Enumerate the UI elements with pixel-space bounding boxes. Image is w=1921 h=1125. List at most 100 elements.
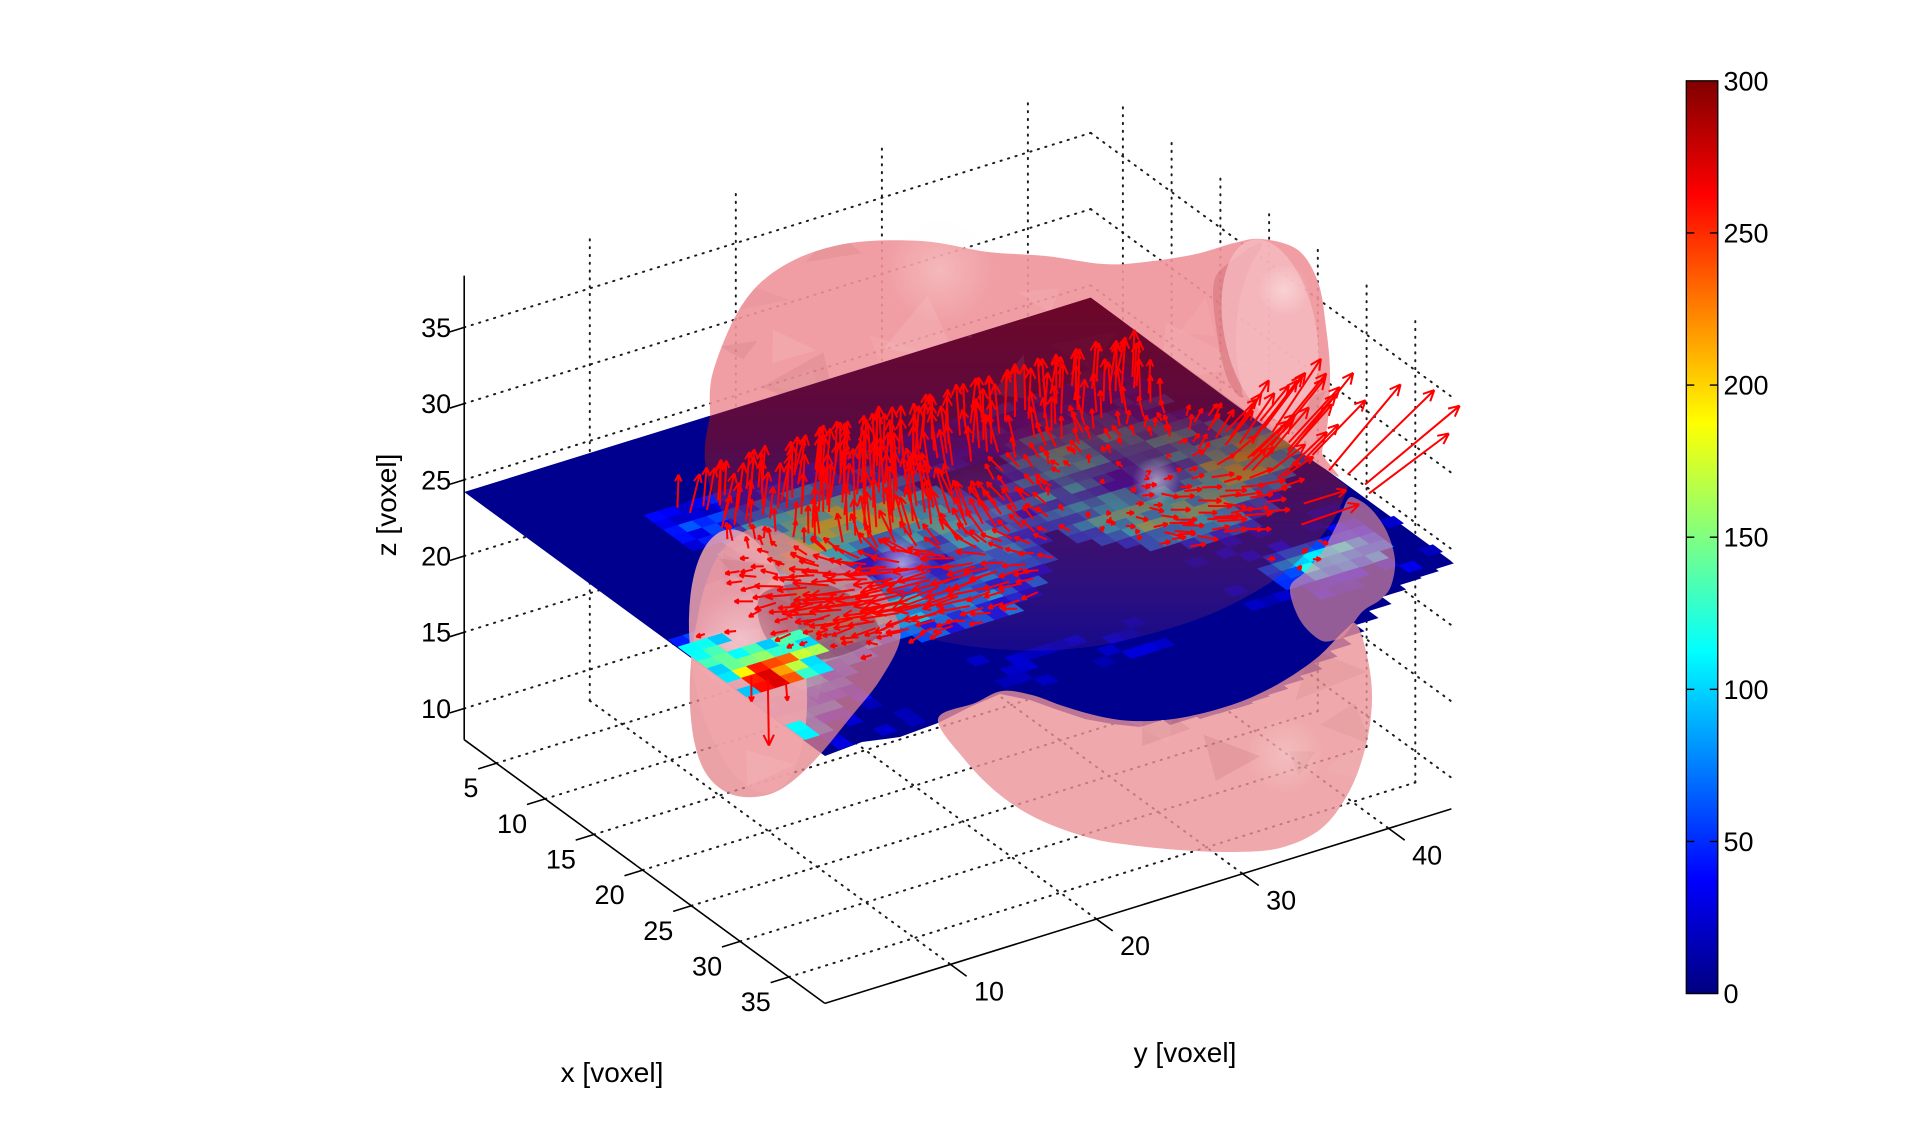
quiver-arrow: [1200, 441, 1211, 456]
quiver-arrow: [963, 425, 973, 462]
x-tick-label: 15: [546, 845, 576, 875]
quiver-arrow: [876, 603, 921, 617]
quiver-arrow: [1098, 478, 1106, 484]
quiver-arrow: [1085, 511, 1092, 519]
quiver-arrow: [1100, 445, 1107, 453]
quiver-arrow: [798, 640, 808, 647]
x-axis-label: x [voxel]: [561, 1057, 664, 1088]
quiver-arrow: [1159, 539, 1172, 546]
quiver-arrow: [854, 564, 887, 573]
quiver-arrow: [800, 527, 808, 543]
quiver-arrow: [1165, 424, 1173, 437]
quiver-arrow: [1267, 555, 1276, 562]
quiver-arrow: [788, 573, 815, 580]
colorbar-tick-label: 50: [1724, 827, 1754, 857]
quiver-arrow: [953, 496, 968, 526]
quiver-arrow: [857, 531, 878, 552]
quiver-arrow: [813, 505, 821, 534]
quiver-arrow: [885, 578, 931, 594]
quiver-arrow: [1050, 466, 1061, 473]
x-tick-label: 20: [595, 880, 625, 910]
quiver-arrow: [1001, 605, 1018, 612]
quiver-arrow: [706, 467, 719, 511]
quiver-arrow: [1096, 389, 1105, 419]
z-axis-label: z [voxel]: [371, 454, 402, 557]
quiver-arrow: [1153, 521, 1169, 529]
quiver-arrow: [1149, 506, 1165, 514]
isosurface-facet: [1178, 296, 1215, 336]
quiver-arrow: [914, 619, 936, 628]
quiver-arrow: [985, 414, 1000, 453]
quiver-arrow: [754, 582, 781, 590]
quiver-arrow: [984, 463, 995, 480]
quiver-arrow: [726, 523, 734, 542]
quiver-arrow: [1251, 445, 1275, 472]
quiver-arrow: [982, 488, 1002, 515]
quiver-arrow: [1266, 496, 1287, 504]
quiver-arrow: [1301, 502, 1360, 526]
quiver-arrow: [1176, 467, 1183, 474]
quiver-arrow: [1184, 486, 1203, 493]
quiver-arrow: [1136, 395, 1145, 417]
isosurface-facet: [1295, 648, 1367, 701]
quiver-arrow: [1153, 501, 1163, 509]
colorbar-tick-label: 200: [1724, 371, 1769, 401]
quiver-arrow: [726, 579, 743, 586]
slice-cell: [1417, 544, 1444, 557]
quiver-arrow: [770, 629, 789, 637]
quiver-arrow: [968, 570, 998, 582]
quiver-arrow: [732, 482, 744, 525]
isosurface-facet: [1203, 734, 1261, 781]
quiver-arrow: [976, 497, 997, 527]
quiver-arrow: [1022, 505, 1034, 520]
quiver-arrow: [929, 572, 969, 588]
quiver-arrow: [1238, 392, 1276, 445]
quiver-arrow: [1136, 534, 1143, 541]
quiver-arrow: [1032, 532, 1048, 541]
quiver-arrow: [868, 444, 881, 508]
quiver-arrow: [898, 520, 918, 547]
quiver-arrow: [1106, 509, 1112, 517]
quiver-arrow: [1134, 358, 1144, 398]
quiver-arrow: [1303, 487, 1348, 505]
slice-cell: [857, 697, 884, 711]
x-tick-mark: [721, 940, 741, 948]
quiver-arrow: [1035, 506, 1049, 518]
slice-cell: [809, 662, 835, 675]
isosurface-facet: [1038, 238, 1066, 259]
isosurface-facet: [718, 558, 784, 597]
axes: 5 10 15 20 25 30 35 10 20 30 40 10 15 20 25 30 35 x [voxe…: [371, 275, 1452, 1088]
quiver-arrow: [850, 627, 877, 639]
surface-highlight: [1258, 264, 1310, 316]
isosurface-facet: [869, 334, 918, 371]
quiver-arrow: [1191, 448, 1204, 457]
quiver-arrow: [1276, 460, 1300, 480]
quiver-arrow: [1045, 425, 1057, 448]
quiver-arrow: [941, 562, 973, 572]
quiver-arrow: [980, 532, 1003, 543]
slice-cell: [794, 727, 821, 740]
quiver-arrow: [1125, 409, 1132, 425]
quiver-arrow: [1214, 408, 1235, 439]
quiver-arrow: [1328, 383, 1402, 471]
quiver-arrow: [1251, 379, 1299, 442]
quiver-arrow: [1172, 493, 1196, 500]
quiver-arrow: [889, 545, 918, 556]
quiver-arrow: [1089, 372, 1099, 413]
quiver-arrow: [1197, 534, 1219, 542]
quiver-arrow: [802, 629, 814, 636]
quiver-arrow: [987, 455, 1004, 472]
colorbar-tick-label: 100: [1724, 675, 1769, 705]
quiver-arrow: [1228, 435, 1257, 460]
quiver-arrow: [1128, 329, 1140, 377]
surface-highlight: [1245, 715, 1325, 795]
x-tick-mark: [477, 762, 497, 770]
isosurface-facet: [1050, 330, 1118, 371]
quiver-arrow: [896, 586, 939, 606]
quiver-arrow: [723, 628, 737, 635]
quiver-arrow: [1156, 411, 1163, 422]
isosurface-right-wall: [1289, 496, 1396, 642]
quiver-arrow: [929, 631, 943, 640]
quiver-arrow: [1036, 525, 1048, 532]
